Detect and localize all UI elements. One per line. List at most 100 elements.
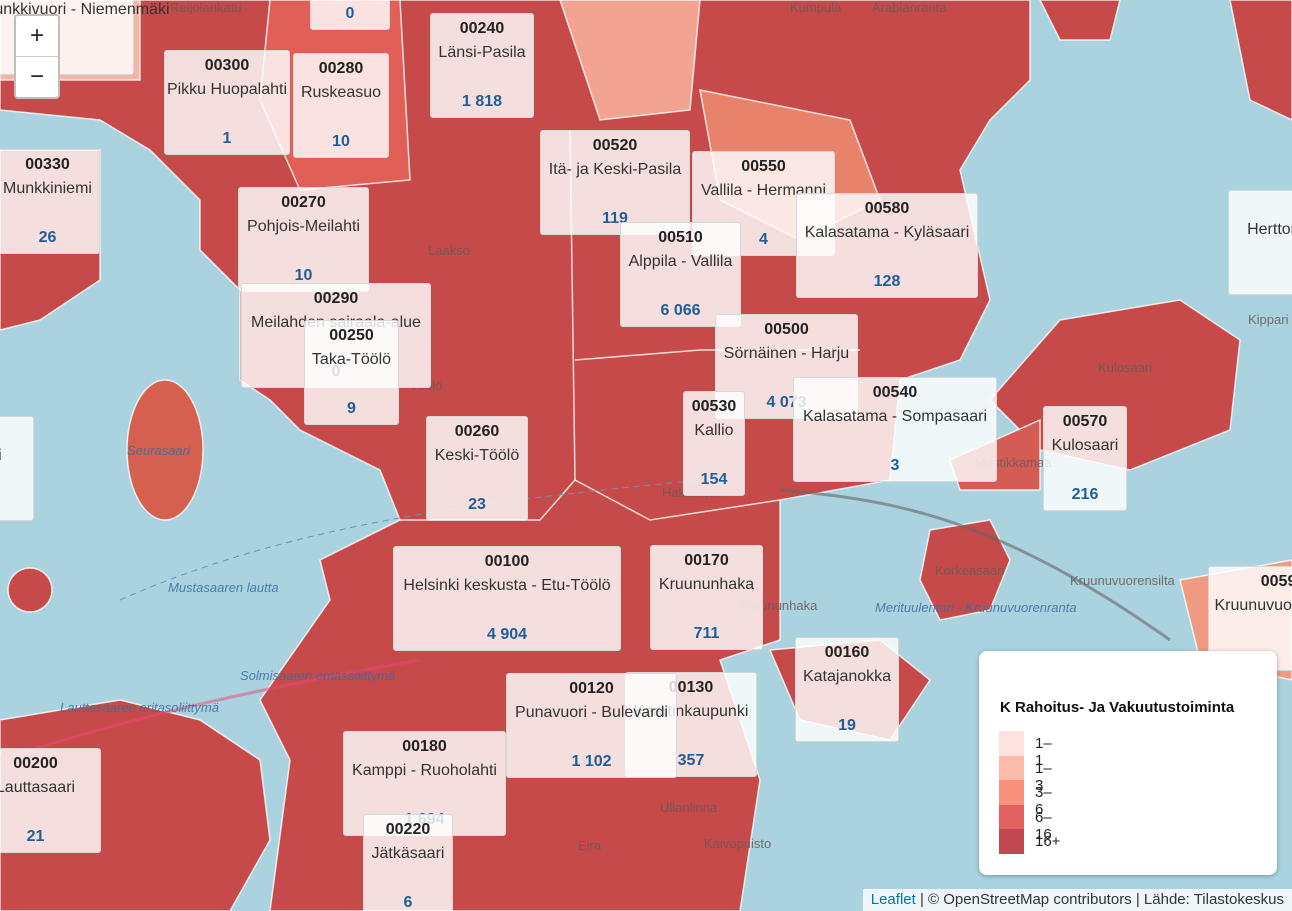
region-code: 00270 <box>281 194 326 211</box>
region-name: Länsi-Pasila <box>438 44 526 61</box>
region-label: 00510 Alppila - Vallila 6 066 <box>620 222 741 327</box>
district-area <box>7 567 53 613</box>
region-code: 00290 <box>313 290 359 307</box>
region-value: 216 <box>1071 486 1099 503</box>
legend-label: 3–6 <box>1035 784 1052 818</box>
legend-swatch <box>999 780 1024 805</box>
place-label: Seurasaari <box>127 443 190 458</box>
region-name: Kamppi - Ruoholahti <box>352 762 497 779</box>
region-value: 26 <box>38 229 57 246</box>
region-value: 154 <box>700 471 728 488</box>
place-label: Korkeasaari <box>935 563 1005 578</box>
region-name: Lauttasaari <box>0 779 76 796</box>
region-name: Kruunuvuorenranta <box>1214 597 1292 614</box>
region-label: 00170 Kruununhaka 711 <box>650 545 763 650</box>
region-code: 00280 <box>318 60 364 77</box>
district-area <box>919 519 1011 621</box>
region-code: 00170 <box>684 552 729 569</box>
region-name: Kalasatama - Sompasaari <box>802 408 988 425</box>
region-name: Kulosaari <box>1051 437 1119 454</box>
region-label: 00540 Kalasatama - Sompasaari 3 <box>793 377 997 482</box>
region-value: 1 <box>222 130 232 147</box>
attribution: Leaflet | © OpenStreetMap contributors |… <box>862 889 1292 911</box>
place-label: Lauttasaaren eritasoliittymä <box>60 700 219 715</box>
district-border <box>574 479 781 521</box>
region-code: 00220 <box>385 821 431 838</box>
region-label: 00260 Keski-Töölö 23 <box>426 416 528 521</box>
legend-label: 1–1 <box>1035 735 1052 769</box>
region-name: Kalasatama - Kyläsaari <box>804 224 970 241</box>
attribution-text: | © OpenStreetMap contributors | Lähde: … <box>919 891 1284 908</box>
region-label: 00280 Ruskeasuo 10 <box>293 53 389 158</box>
place-label: Merituulentori - Kruunuvuorenranta <box>875 600 1077 615</box>
region-code: 00330 <box>25 156 70 173</box>
region-code: 00240 <box>459 20 505 37</box>
place-label: Ullanlinna <box>660 800 718 815</box>
district-area <box>559 0 701 121</box>
region-label: 00520 Itä- ja Keski-Pasila 119 <box>540 130 690 235</box>
region-label: 00240 Länsi-Pasila 1 818 <box>430 13 534 118</box>
region-value: 6 066 <box>660 302 701 319</box>
region-value: 1 102 <box>571 753 612 770</box>
region-label: 00580 Kalasatama - Kyläsaari 128 <box>796 193 978 298</box>
region-value: 10 <box>332 133 350 150</box>
region-value: 128 <box>873 273 901 290</box>
region-code: 00180 <box>402 738 447 755</box>
region-value: 4 904 <box>486 626 528 643</box>
region-code: 00570 <box>1062 413 1108 430</box>
legend-swatch <box>999 829 1024 854</box>
legend-swatch <box>999 804 1024 830</box>
region-name: Vallila - Hermanni <box>700 182 827 199</box>
region-label: 0 <box>310 0 390 30</box>
region-name: Keski-Töölö <box>434 447 520 464</box>
region-code: 00590 <box>1260 573 1292 590</box>
road <box>0 658 421 762</box>
region-value: 23 <box>468 496 486 513</box>
region-name: Sörnäinen - Harju <box>723 345 850 362</box>
region-label: 00300 Pikku Huopalahti 1 <box>164 50 290 155</box>
region-code: 00530 <box>691 398 737 415</box>
region-code: 00520 <box>592 137 638 154</box>
region-code: 00550 <box>741 158 786 175</box>
leaflet-link[interactable]: Leaflet <box>870 891 916 908</box>
district-area <box>1229 0 1292 121</box>
region-label: 00220 Jätkäsaari 6 <box>363 814 453 911</box>
road <box>779 488 1171 642</box>
zoom-out[interactable]: − <box>29 63 44 90</box>
region-name: Kruununhaka <box>658 576 755 593</box>
region-name: Herttoniemi <box>1247 221 1292 238</box>
region-name: Alppila - Vallila <box>628 253 733 270</box>
region-label: Herttoniemi <box>1228 190 1292 295</box>
district-area <box>1039 0 1121 41</box>
region-name: Munkkivuori - Niemenmäki <box>0 1 170 18</box>
region-label: 00530 Kallio 154 <box>683 391 745 496</box>
region-value: 4 <box>759 231 768 248</box>
zoom-control: + − <box>14 14 60 99</box>
region-value: 3 <box>890 457 900 474</box>
region-label: 00200 Lauttasaari 21 <box>0 748 101 853</box>
region-code: 00580 <box>864 200 910 217</box>
ferry-route <box>119 479 701 601</box>
region-name: Munkkiniemi <box>3 180 92 197</box>
place-label: Arabianranta <box>872 0 947 15</box>
region-value: 1 818 <box>461 93 503 110</box>
place-label: Mustasaaren lautta <box>168 580 279 595</box>
district-area <box>126 379 204 521</box>
region-code: 00130 <box>668 679 714 696</box>
region-name: Taka-Töölö <box>311 351 392 368</box>
region-name: Kallio <box>694 422 734 439</box>
zoom-in[interactable]: + <box>16 16 58 57</box>
region-label: 00250 Taka-Töölö 9 <box>304 320 399 425</box>
place-label: Kaivopuisto <box>704 836 772 851</box>
region-name: Lehtisaari <box>0 447 33 465</box>
region-value: 21 <box>26 828 45 845</box>
region-value: 9 <box>347 400 356 417</box>
region-label: 00100 Helsinki keskusta - Etu-Töölö 4 904 <box>393 546 621 651</box>
region-value: 711 <box>693 625 720 642</box>
place-label: Reijolankatu <box>170 0 242 15</box>
region-label: 00500 Sörnäinen - Harju 4 073 <box>715 314 858 419</box>
region-name: Katajanokka <box>802 668 892 685</box>
legend: K Rahoitus- Ja Vakuutustoiminta 1–1 1–3 3–… <box>979 651 1277 875</box>
place-label: Solmisaaren eritasoliittymä <box>240 668 396 683</box>
legend-title: K Rahoitus- Ja Vakuutustoiminta <box>1000 699 1235 716</box>
